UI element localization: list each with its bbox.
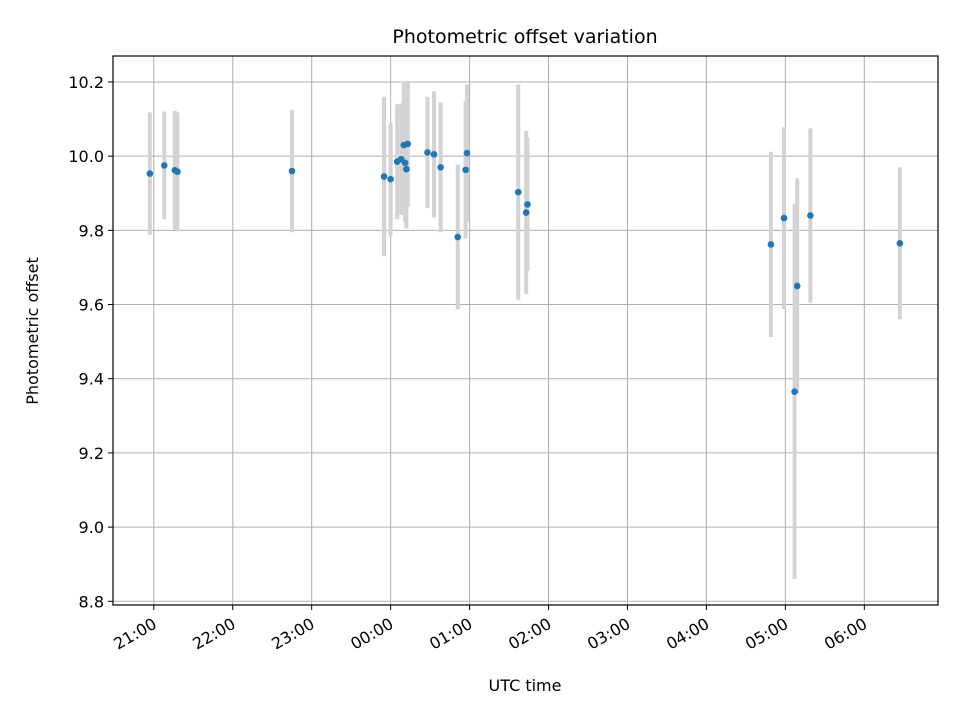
- data-point: [454, 233, 462, 241]
- data-point: [463, 149, 471, 157]
- data-point: [403, 165, 410, 173]
- data-points: [146, 140, 904, 396]
- y-tick-label: 9.6: [79, 296, 104, 315]
- data-point: [380, 173, 388, 180]
- y-tick-label: 10.0: [68, 147, 104, 166]
- y-tick-label: 9.8: [79, 221, 104, 240]
- data-point: [146, 170, 154, 177]
- chart-title: Photometric offset variation: [392, 26, 657, 48]
- data-point: [791, 388, 798, 396]
- data-point: [780, 214, 788, 222]
- data-point: [437, 163, 444, 171]
- data-point: [161, 162, 168, 169]
- data-point: [424, 149, 431, 156]
- y-axis-ticks: 8.8 9.0 9.2 9.4 9.6 9.8 10.0 10.2: [68, 73, 113, 611]
- data-point: [896, 240, 904, 247]
- y-tick-label: 9.0: [79, 518, 104, 537]
- data-point: [807, 212, 814, 219]
- data-point: [462, 166, 469, 174]
- y-tick-label: 9.2: [79, 444, 104, 463]
- data-point: [767, 241, 775, 248]
- data-point: [793, 282, 801, 290]
- data-point: [514, 188, 522, 196]
- data-point: [430, 151, 438, 158]
- data-point: [404, 140, 412, 148]
- y-tick-label: 10.2: [68, 73, 104, 92]
- y-tick-label: 8.8: [79, 592, 104, 611]
- y-tick-label: 9.4: [79, 370, 104, 389]
- x-axis-label: UTC time: [489, 676, 562, 695]
- data-point: [522, 209, 530, 216]
- data-point: [524, 201, 531, 208]
- data-point: [387, 175, 394, 183]
- y-axis-label: Photometric offset: [23, 257, 42, 405]
- data-point: [288, 167, 296, 175]
- plot-frame: [112, 55, 939, 606]
- data-point: [174, 168, 181, 176]
- data-point: [401, 159, 409, 167]
